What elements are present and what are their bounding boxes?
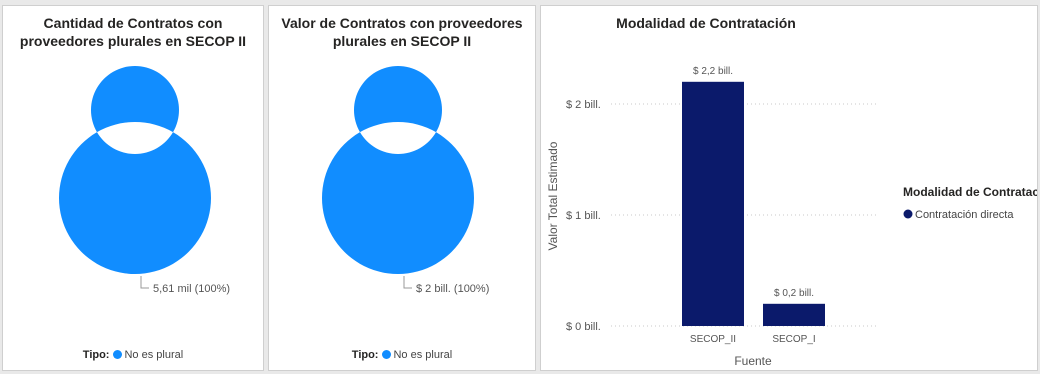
legend-item-label[interactable]: No es plural [393, 349, 453, 361]
bar-panel-modalidad: Modalidad de Contratación $ 0 bill. $ 1 b… [540, 5, 1038, 371]
donut-panel-cantidad: Cantidad de Contratos con proveedores pl… [2, 5, 264, 371]
donut-slice[interactable] [58, 66, 211, 274]
legend: Tipo: No es plural [3, 349, 263, 361]
bar-secop-i[interactable] [763, 303, 825, 326]
leader-line [140, 276, 149, 289]
y-tick-label: $ 2 bill. [566, 99, 601, 111]
legend-item-label[interactable]: Contratación directa [915, 209, 1014, 221]
chart-title: Valor de Contratos con proveedores plura… [281, 15, 523, 49]
donut-panel-valor: Valor de Contratos con proveedores plura… [268, 5, 536, 371]
bar-data-label: $ 2,2 bill. [693, 66, 733, 77]
legend-title: Modalidad de Contratación [903, 185, 1038, 199]
x-tick-label: SECOP_II [690, 334, 736, 345]
legend-swatch [382, 350, 392, 359]
donut-chart-cantidad: 5,61 mil (100%) [58, 66, 230, 295]
leader-line [403, 276, 412, 289]
y-tick-label: $ 0 bill. [566, 321, 601, 333]
legend-title: Tipo: [351, 349, 379, 361]
data-label: $ 2 bill. (100%) [416, 283, 489, 295]
y-tick-label: $ 1 bill. [566, 210, 601, 222]
legend-title: Tipo: [82, 349, 110, 361]
legend: Tipo: No es plural [269, 349, 535, 361]
legend-swatch [903, 209, 913, 219]
bar-data-label: $ 0,2 bill. [774, 288, 814, 299]
data-label: 5,61 mil (100%) [153, 283, 230, 295]
legend-swatch [113, 350, 123, 359]
y-axis-title: Valor Total Estimado [546, 141, 560, 250]
legend-item-label[interactable]: No es plural [124, 349, 184, 361]
chart-title: Modalidad de Contratación [616, 15, 796, 31]
bar-secop-ii[interactable] [682, 81, 744, 326]
x-tick-label: SECOP_I [772, 334, 815, 345]
bar-chart-modalidad: $ 0 bill. $ 1 bill. $ 2 bill. Valor Total E… [546, 66, 1038, 368]
chart-title: Cantidad de Contratos con proveedores pl… [19, 15, 247, 49]
donut-slice[interactable] [321, 66, 474, 274]
x-axis-title: Fuente [734, 354, 772, 368]
donut-chart-valor: $ 2 bill. (100%) [321, 66, 489, 295]
